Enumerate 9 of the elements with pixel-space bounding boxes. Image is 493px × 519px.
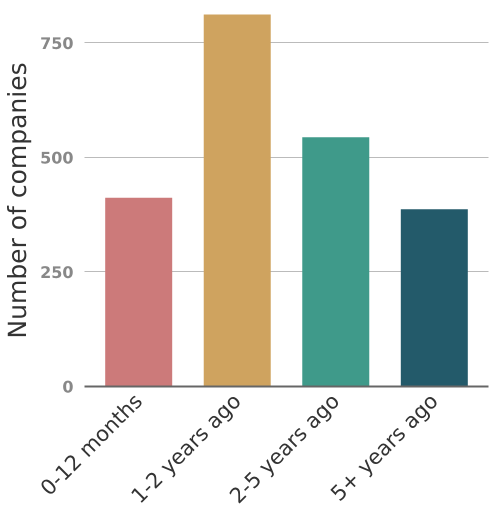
y-tick-label: 250 (40, 262, 74, 282)
y-tick-label: 0 (62, 378, 74, 396)
y-axis-title: Number of companies (3, 62, 32, 339)
y-tick-label: 500 (40, 148, 74, 168)
bar (302, 137, 370, 386)
bar (400, 209, 468, 386)
bar (105, 198, 172, 386)
y-tick-label: 750 (40, 34, 74, 53)
bar (204, 14, 271, 386)
